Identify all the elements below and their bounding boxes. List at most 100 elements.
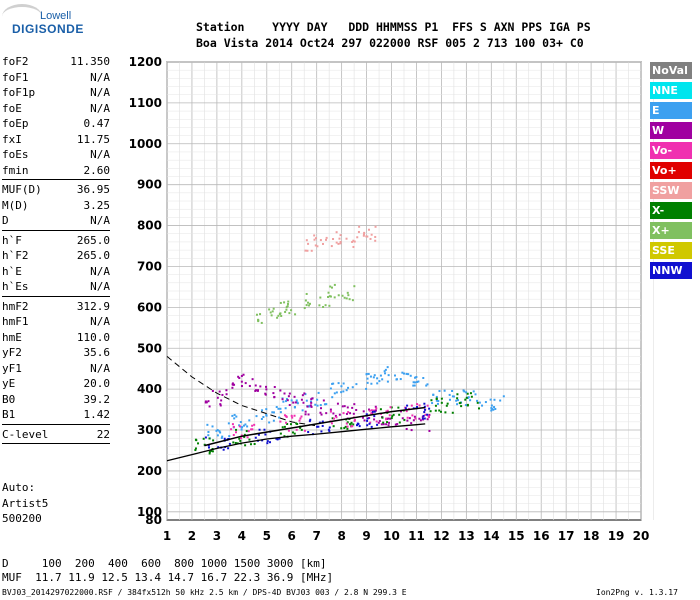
scatter-point [272, 307, 275, 310]
scatter-point [422, 414, 425, 417]
scatter-point [358, 425, 361, 428]
scatter-point [478, 401, 481, 404]
scatter-point [456, 399, 459, 402]
scatter-point [351, 299, 354, 302]
scatter-point [288, 404, 291, 407]
scatter-point [295, 428, 298, 431]
scatter-point [465, 396, 468, 399]
scatter-point [283, 392, 286, 395]
scatter-point [376, 423, 379, 426]
scatter-point [273, 395, 276, 398]
scatter-point [228, 442, 231, 445]
scatter-point [337, 242, 340, 245]
scatter-point [398, 421, 401, 424]
y-tick-label: 200 [137, 464, 162, 478]
scatter-point [255, 415, 258, 418]
scatter-point [276, 438, 279, 441]
param-row: yE 20.0 [2, 376, 110, 392]
param-name: foE [2, 101, 22, 115]
scatter-point [429, 410, 432, 413]
scatter-point [353, 240, 356, 243]
scatter-point [299, 417, 302, 420]
scatter-point [381, 416, 384, 419]
param-name: B0 [2, 392, 16, 406]
scatter-point [337, 382, 340, 385]
scatter-point [426, 413, 429, 416]
muf-row: MUF 11.7 11.9 12.5 13.4 14.7 16.7 22.3 3… [2, 571, 334, 584]
scatter-point [424, 413, 427, 416]
scatter-point [439, 410, 442, 413]
scatter-point [331, 382, 334, 385]
scatter-point [438, 409, 441, 412]
scatter-point [376, 382, 379, 385]
scatter-point [414, 381, 417, 384]
param-name: foF1 [2, 70, 29, 84]
header-labels: Station YYYY DAY DDD HHMMSS P1 FFS S AXN… [196, 20, 591, 34]
scatter-point [416, 403, 419, 406]
scatter-point [225, 389, 228, 392]
param-name: M(D) [2, 198, 29, 212]
scatter-point [283, 301, 286, 304]
scatter-point [476, 401, 479, 404]
scatter-point [205, 401, 208, 404]
scatter-point [272, 411, 275, 414]
scatter-point [368, 417, 371, 420]
scatter-point [258, 428, 261, 431]
scatter-point [220, 399, 223, 402]
param-row: yF2 35.6 [2, 345, 110, 361]
scatter-point [285, 421, 288, 424]
scatter-point [381, 378, 384, 381]
scatter-point [418, 404, 421, 407]
scatter-point [279, 301, 282, 304]
scatter-point [502, 395, 505, 398]
scatter-point [362, 233, 365, 236]
scatter-point [378, 419, 381, 422]
param-value: 1.42 [83, 408, 111, 421]
scatter-point [303, 307, 306, 310]
scatter-point [428, 429, 431, 432]
x-tick-label: 13 [458, 529, 475, 543]
scatter-point [372, 409, 375, 412]
header-values: Boa Vista 2014 Oct24 297 022000 RSF 005 … [196, 36, 584, 50]
scatter-point [204, 401, 207, 404]
scatter-point [243, 424, 246, 427]
scatter-point [428, 407, 431, 410]
scatter-point [339, 240, 342, 243]
scatter-point [248, 438, 251, 441]
scatter-point [353, 403, 356, 406]
param-value: 35.6 [83, 346, 111, 359]
scatter-point [363, 419, 366, 422]
param-name: foEp [2, 117, 29, 130]
scatter-point [304, 413, 307, 416]
scatter-point [268, 308, 271, 311]
param-name: yF2 [2, 346, 22, 359]
scatter-point [469, 392, 472, 395]
param-row: D N/A [2, 213, 110, 229]
scatter-point [490, 404, 493, 407]
scatter-point [345, 412, 348, 415]
scatter-point [412, 384, 415, 387]
scatter-point [240, 374, 243, 377]
scatter-point [285, 398, 288, 401]
x-tick-label: 16 [533, 529, 550, 543]
scatter-point [492, 408, 495, 411]
scatter-point [231, 414, 234, 417]
scatter-point [254, 436, 257, 439]
param-value: 3.25 [83, 198, 111, 212]
scatter-point [387, 374, 390, 377]
scatter-point [499, 399, 502, 402]
scatter-point [269, 311, 272, 314]
x-tick-label: 12 [433, 529, 450, 543]
scatter-point [322, 305, 325, 308]
scatter-point [320, 407, 323, 410]
scatter-point [287, 395, 290, 398]
scatter-point [255, 389, 258, 392]
scatter-point [366, 381, 369, 384]
scatter-point [346, 291, 349, 294]
distance-row: D 100 200 400 600 800 1000 1500 3000 [km… [2, 557, 327, 570]
scatter-point [305, 399, 308, 402]
scatter-point [414, 417, 417, 420]
scatter-point [489, 398, 492, 401]
scatter-point [328, 430, 331, 433]
scatter-point [412, 419, 415, 422]
